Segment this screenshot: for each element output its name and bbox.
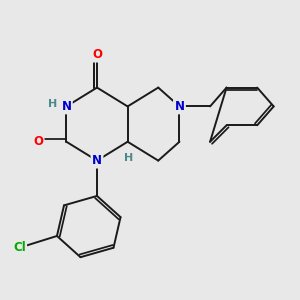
Text: N: N — [61, 100, 71, 113]
Text: Cl: Cl — [13, 241, 26, 254]
Text: N: N — [174, 100, 184, 113]
Text: H: H — [48, 99, 57, 109]
Text: N: N — [92, 154, 102, 167]
Text: O: O — [33, 135, 43, 148]
Text: H: H — [124, 153, 134, 163]
Text: O: O — [92, 48, 102, 61]
